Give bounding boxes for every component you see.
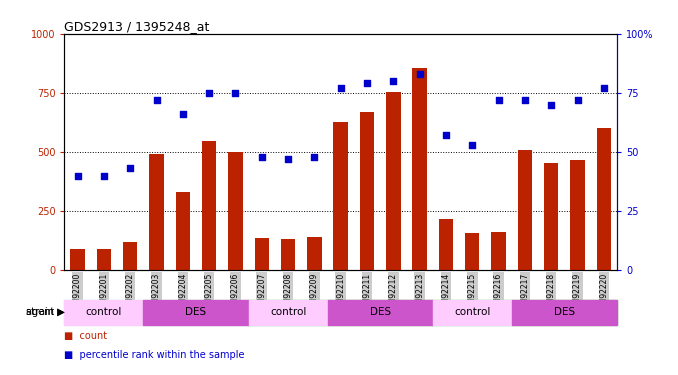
Text: GSM92200: GSM92200 [73,273,82,314]
Point [414,71,425,77]
Point [335,85,346,91]
Bar [64,300,143,325]
Bar [249,300,433,325]
Text: GSM92213: GSM92213 [415,273,424,314]
Bar [254,238,269,270]
Bar [307,237,321,270]
Text: strain ▶: strain ▶ [26,307,64,317]
Text: ■  count: ■ count [64,331,108,341]
Bar [97,249,111,270]
Bar [386,92,401,270]
Text: DES: DES [370,307,391,317]
Text: GSM92211: GSM92211 [363,273,372,314]
Text: GSM92216: GSM92216 [494,273,503,314]
Bar [228,152,243,270]
Bar [334,122,348,270]
Text: GSM92215: GSM92215 [468,273,477,314]
Bar [517,150,532,270]
Text: Brown Norway: Brown Norway [487,307,563,317]
Point [125,165,136,171]
Text: GSM92209: GSM92209 [310,273,319,314]
Bar [597,128,611,270]
Bar [544,162,559,270]
Bar [433,300,617,325]
Text: GSM92208: GSM92208 [283,273,293,314]
Point [230,90,241,96]
Point [441,132,452,138]
Text: GSM92204: GSM92204 [178,273,187,314]
Point [72,172,83,178]
Bar [249,300,327,325]
Text: agent ▶: agent ▶ [26,307,64,317]
Bar [433,300,512,325]
Text: GSM92217: GSM92217 [521,273,530,314]
Text: GSM92220: GSM92220 [599,273,608,314]
Text: control: control [270,307,306,317]
Bar [327,300,433,325]
Bar [570,160,584,270]
Bar [202,141,216,270]
Text: GSM92214: GSM92214 [441,273,450,314]
Bar [492,232,506,270]
Point [493,97,504,103]
Text: DES: DES [554,307,575,317]
Text: DES: DES [185,307,207,317]
Point [151,97,162,103]
Bar [412,68,427,270]
Text: GSM92206: GSM92206 [231,273,240,314]
Text: GSM92218: GSM92218 [546,273,556,314]
Point [178,111,188,117]
Bar [149,154,164,270]
Point [467,142,478,148]
Bar [143,300,249,325]
Bar [360,112,374,270]
Bar [281,239,296,270]
Point [599,85,610,91]
Text: GSM92212: GSM92212 [388,273,398,314]
Point [388,78,399,84]
Point [283,156,294,162]
Text: Copenhagen: Copenhagen [308,307,374,317]
Point [361,80,372,86]
Text: GSM92210: GSM92210 [336,273,345,314]
Text: GSM92205: GSM92205 [205,273,214,314]
Text: GDS2913 / 1395248_at: GDS2913 / 1395248_at [64,20,210,33]
Text: GSM92203: GSM92203 [152,273,161,314]
Bar [123,242,138,270]
Text: control: control [85,307,122,317]
Bar [64,300,249,325]
Text: GSM92207: GSM92207 [257,273,266,314]
Bar [439,219,453,270]
Point [203,90,214,96]
Text: GSM92201: GSM92201 [100,273,108,314]
Point [572,97,583,103]
Point [309,154,320,160]
Text: control: control [454,307,490,317]
Bar [512,300,617,325]
Text: ACI: ACI [148,307,165,317]
Point [256,154,267,160]
Text: ■  percentile rank within the sample: ■ percentile rank within the sample [64,350,245,360]
Bar [465,233,479,270]
Text: GSM92219: GSM92219 [573,273,582,314]
Bar [71,249,85,270]
Point [98,172,109,178]
Text: GSM92202: GSM92202 [125,273,135,314]
Point [546,102,557,108]
Bar [176,192,190,270]
Point [519,97,530,103]
